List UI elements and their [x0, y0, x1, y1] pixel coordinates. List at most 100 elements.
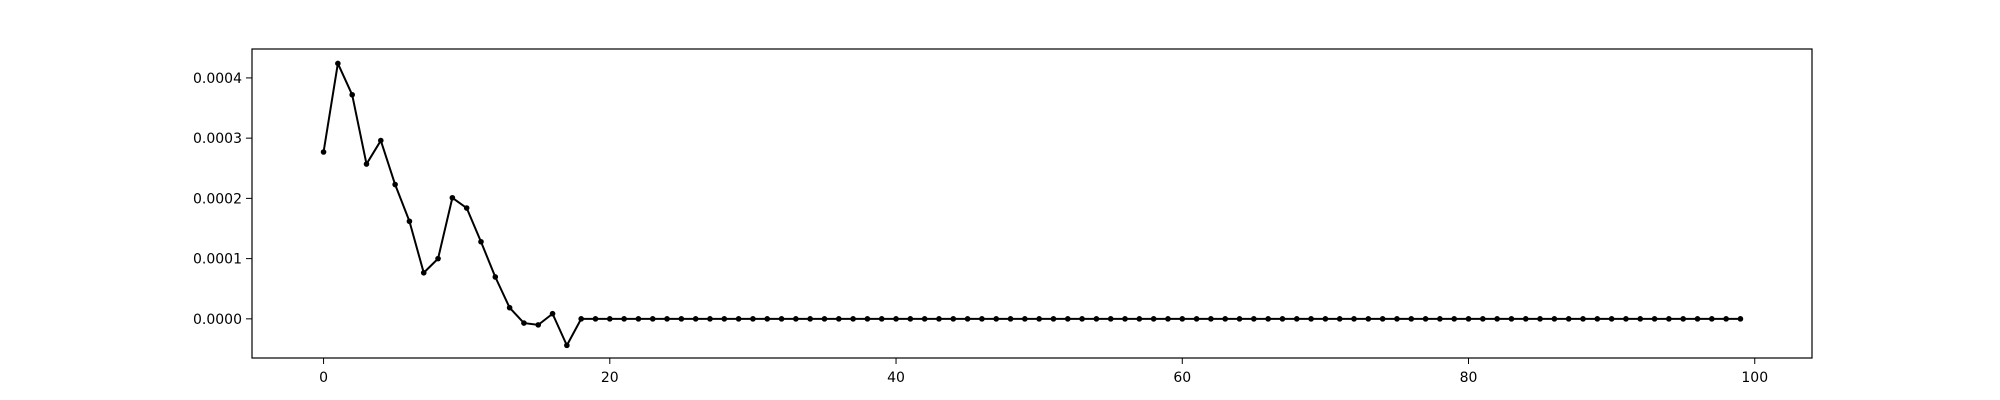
data-point: [420, 269, 427, 276]
x-tick-label: 0: [319, 370, 328, 386]
data-point: [506, 304, 513, 311]
data-point: [635, 316, 642, 322]
x-tick-label: 40: [887, 370, 905, 386]
data-point: [950, 316, 957, 322]
data-point: [793, 316, 799, 322]
data-point: [893, 316, 899, 322]
data-point: [678, 316, 685, 322]
data-point: [378, 137, 384, 144]
data-point: [1050, 316, 1057, 322]
data-point: [320, 149, 327, 155]
data-point: [878, 316, 885, 322]
data-point: [936, 316, 942, 322]
x-tick-label: 20: [601, 370, 619, 386]
data-point: [993, 316, 1000, 322]
y-tick-label: 0.0001: [193, 252, 242, 268]
data-point: [1064, 316, 1071, 322]
data-point: [778, 316, 785, 322]
data-point: [1322, 316, 1329, 322]
data-point: [1394, 316, 1400, 322]
data-point: [1594, 316, 1601, 322]
data-point: [1580, 316, 1586, 322]
y-tick-label: 0.0002: [193, 191, 242, 207]
data-point: [649, 316, 656, 322]
data-point: [1737, 316, 1744, 322]
data-point: [835, 316, 842, 322]
data-point: [1537, 316, 1543, 322]
data-point: [1451, 316, 1458, 322]
data-point: [1465, 316, 1472, 322]
data-point: [478, 238, 484, 245]
data-point: [463, 205, 470, 211]
data-point: [1680, 316, 1686, 322]
data-point: [1651, 316, 1658, 322]
data-point: [1637, 316, 1644, 322]
data-point: [549, 310, 556, 317]
data-point: [1494, 316, 1500, 322]
data-point: [435, 255, 441, 262]
data-point: [1265, 316, 1271, 322]
data-point: [592, 316, 599, 322]
data-point: [535, 322, 542, 328]
data-point: [606, 316, 613, 322]
data-point: [1251, 316, 1257, 322]
data-point: [1551, 316, 1558, 322]
data-point: [664, 316, 670, 322]
data-point: [1723, 316, 1729, 322]
data-point: [349, 91, 355, 98]
data-point: [1236, 316, 1243, 322]
data-point: [406, 218, 413, 225]
data-point: [1279, 316, 1286, 322]
data-point: [964, 316, 971, 322]
y-tick-label: 0.0003: [193, 131, 242, 147]
data-point: [1293, 316, 1300, 322]
data-point: [707, 316, 713, 322]
data-point: [1365, 316, 1372, 322]
data-point: [979, 316, 985, 322]
data-point: [750, 316, 756, 322]
data-point: [1022, 316, 1028, 322]
data-point: [1079, 316, 1085, 322]
data-point: [564, 342, 570, 349]
data-point: [1437, 316, 1443, 322]
data-point: [821, 316, 828, 322]
data-point: [721, 316, 728, 322]
data-point: [850, 316, 856, 322]
data-point: [1422, 316, 1429, 322]
x-tick-label: 60: [1173, 370, 1191, 386]
data-point: [1193, 316, 1200, 322]
data-point: [807, 316, 813, 322]
data-point: [1694, 316, 1701, 322]
data-point: [1107, 316, 1114, 322]
y-tick-label: 0.0000: [193, 312, 242, 328]
series-markers: [320, 60, 1744, 349]
data-point: [521, 320, 527, 326]
data-point: [864, 316, 871, 322]
data-point: [921, 316, 928, 322]
series-line: [322, 62, 1741, 347]
y-tick-label: 0.0004: [193, 71, 242, 87]
data-point: [1379, 316, 1386, 322]
data-point: [621, 316, 627, 322]
data-point: [1480, 316, 1486, 322]
data-point: [1351, 316, 1357, 322]
data-point: [764, 316, 771, 322]
data-point: [392, 181, 398, 188]
data-point: [1222, 316, 1229, 322]
data-point: [492, 274, 499, 280]
data-point: [1093, 316, 1100, 322]
plot-frame: [251, 48, 1813, 359]
data-point: [1136, 316, 1143, 322]
data-point: [907, 316, 914, 322]
data-point: [1508, 316, 1515, 322]
data-point: [1565, 316, 1572, 322]
x-tick-label: 100: [1741, 370, 1768, 386]
data-point: [1522, 316, 1529, 322]
data-point: [335, 60, 341, 67]
data-point: [1623, 316, 1629, 322]
data-point: [1150, 316, 1157, 322]
x-tick-label: 80: [1460, 370, 1478, 386]
data-point: [1709, 316, 1715, 322]
